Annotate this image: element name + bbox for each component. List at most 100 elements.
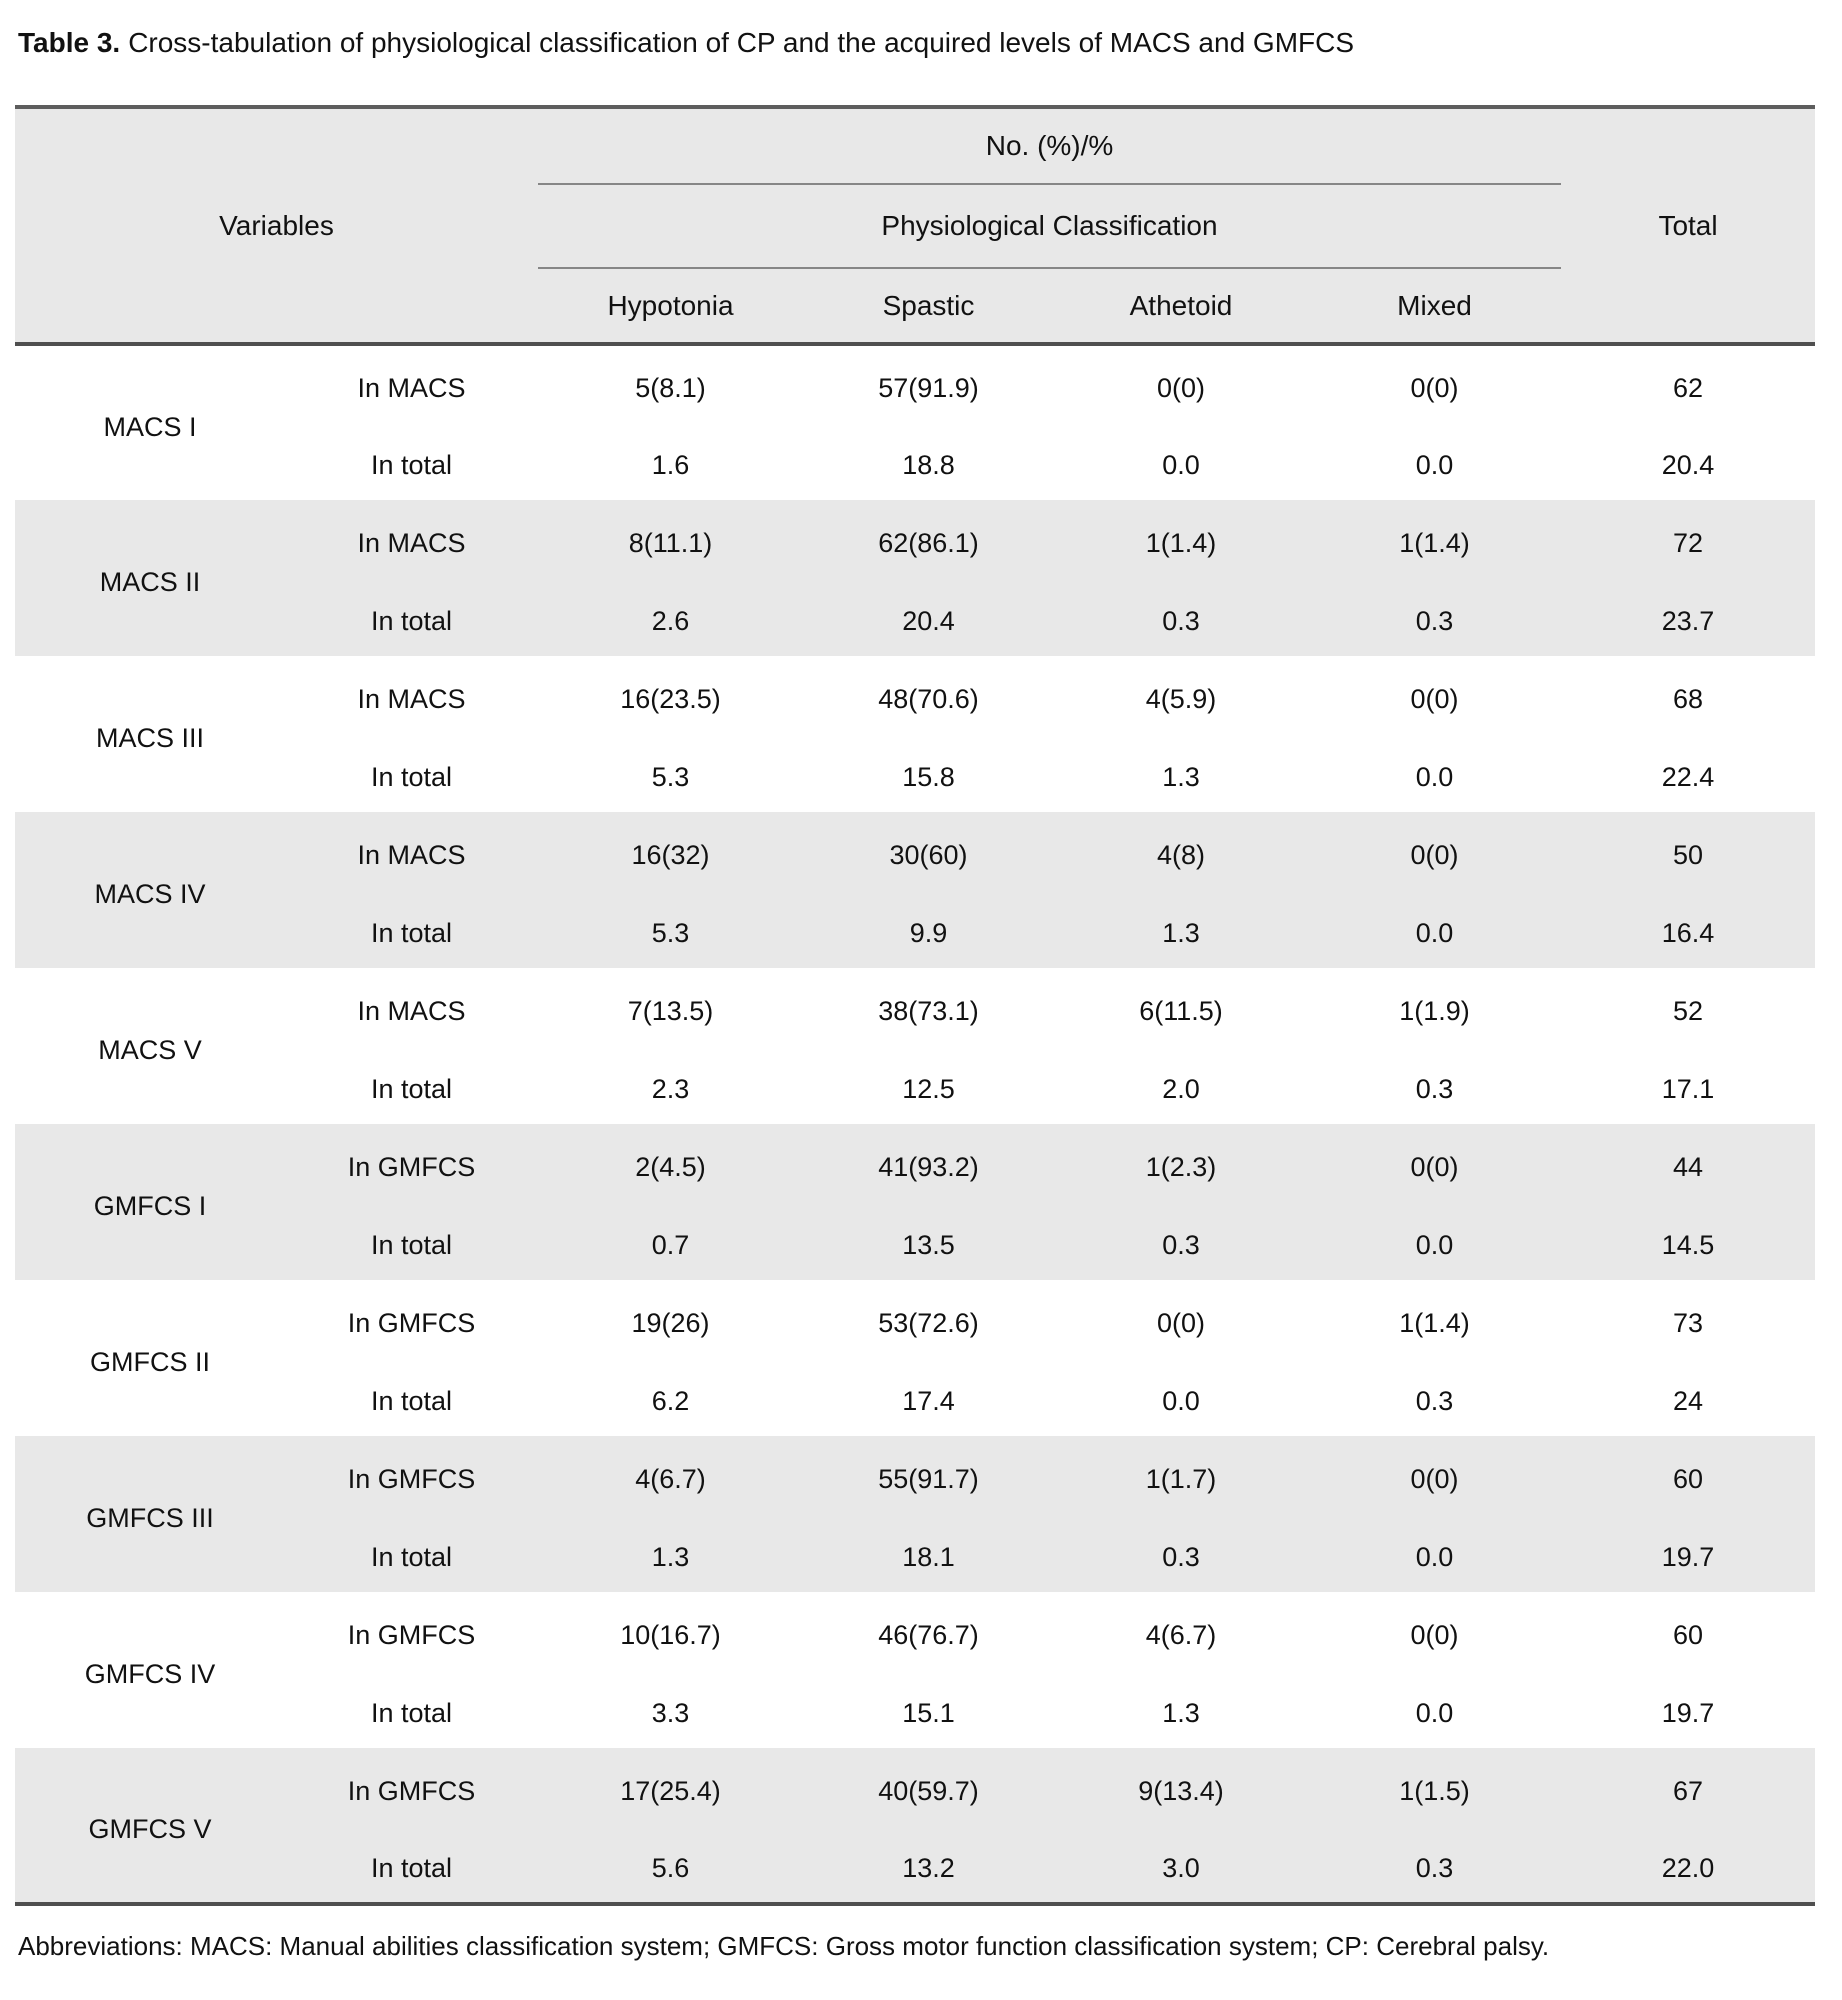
- total-value: 19.7: [1661, 1541, 1715, 1572]
- table-row: In total 1.6 18.8 0.0 0.0 20.4: [15, 422, 1815, 500]
- variable-label: MACS V: [98, 1034, 202, 1065]
- total-value: 20.4: [1661, 449, 1715, 480]
- data-value: 0(0): [1410, 683, 1459, 714]
- header-classification: Physiological Classification: [538, 184, 1562, 269]
- data-value: 9.9: [909, 917, 948, 948]
- total-value: 17.1: [1661, 1073, 1715, 1104]
- data-value: 0.0: [1415, 449, 1454, 480]
- group-macs-i: MACS I In MACS 5(8.1) 57(91.9) 0(0) 0(0) 62 In …: [15, 344, 1816, 500]
- data-value: 46(76.7): [878, 1619, 979, 1650]
- data-value: 1(1.4): [1399, 527, 1470, 558]
- group-gmfcs-iv: GMFCS IV In GMFCS 10(16.7) 46(76.7) 4(6.7) 0(…: [15, 1592, 1816, 1748]
- table-caption-number: Table 3.: [18, 27, 121, 58]
- data-value: 0(0): [1156, 1307, 1205, 1338]
- header-spacer: [15, 268, 538, 346]
- data-value: 0.3: [1415, 1073, 1454, 1104]
- total-value: 60: [1672, 1619, 1704, 1650]
- data-value: 7(13.5): [627, 995, 714, 1026]
- variable-label: MACS II: [99, 566, 201, 597]
- data-value: 0(0): [1410, 372, 1459, 403]
- table-row: In total 5.6 13.2 3.0 0.3 22.0: [15, 1826, 1815, 1904]
- data-value: 0.3: [1162, 1229, 1200, 1260]
- data-value: 18.8: [902, 449, 955, 480]
- table-caption-text: Cross-tabulation of physiological classi…: [128, 27, 1355, 58]
- data-value: 5.3: [651, 761, 690, 792]
- variable-label: GMFCS I: [93, 1190, 207, 1221]
- data-value: 0.0: [1415, 917, 1454, 948]
- table-row: In total 5.3 15.8 1.3 0.0 22.4: [15, 734, 1815, 812]
- table-row: MACS III In MACS 16(23.5) 48(70.6) 4(5.9) 0(0…: [15, 656, 1815, 753]
- total-value: 52: [1672, 995, 1704, 1026]
- data-value: 0(0): [1410, 1151, 1459, 1182]
- data-value: 1.3: [1162, 1697, 1200, 1728]
- table-row: GMFCS III In GMFCS 4(6.7) 55(91.7) 1(1.7) 0(0…: [15, 1436, 1815, 1533]
- data-value: 48(70.6): [878, 683, 979, 714]
- data-value: 0.0: [1415, 1697, 1454, 1728]
- group-macs-iv: MACS IV In MACS 16(32) 30(60) 4(8) 0(0) 50 In t…: [15, 812, 1816, 968]
- data-value: 16(23.5): [620, 683, 721, 714]
- data-value: 4(6.7): [1145, 1619, 1217, 1650]
- row-label: In MACS: [357, 683, 466, 714]
- variable-label: MACS III: [95, 722, 204, 753]
- data-value: 0.0: [1415, 761, 1454, 792]
- row-label: In MACS: [357, 527, 466, 558]
- header-spanner-row: No. (%)/%: [15, 107, 1815, 185]
- data-value: 0(0): [1156, 372, 1205, 403]
- data-value: 53(72.6): [878, 1307, 979, 1338]
- row-label: In GMFCS: [347, 1151, 476, 1182]
- data-value: 62(86.1): [878, 527, 979, 558]
- data-value: 57(91.9): [878, 372, 979, 403]
- data-value: 2.3: [651, 1073, 690, 1104]
- group-macs-v: MACS V In MACS 7(13.5) 38(73.1) 6(11.5) 1(1.9…: [15, 968, 1816, 1124]
- header-columns-row: Hypotonia Spastic Athetoid Mixed: [15, 268, 1816, 346]
- data-value: 5.3: [651, 917, 690, 948]
- table-footnote: Abbreviations: MACS: Manual abilities cl…: [18, 1931, 1550, 1961]
- variable-label: GMFCS II: [90, 1346, 210, 1377]
- data-value: 17.4: [902, 1385, 955, 1416]
- table-caption: Table 3. Cross-tabulation of physiologica…: [18, 26, 1827, 60]
- variable-label: GMFCS V: [88, 1813, 212, 1844]
- table-row: In total 5.3 9.9 1.3 0.0 16.4: [15, 890, 1815, 968]
- data-value: 1(1.4): [1399, 1307, 1470, 1338]
- data-value: 0(0): [1410, 1619, 1459, 1650]
- data-value: 10(16.7): [620, 1619, 721, 1650]
- data-value: 8(11.1): [628, 527, 713, 558]
- data-value: 0.0: [1415, 1541, 1454, 1572]
- total-value: 22.0: [1661, 1852, 1715, 1883]
- data-value: 2.6: [651, 605, 690, 636]
- total-value: 22.4: [1661, 761, 1715, 792]
- data-value: 30(60): [889, 839, 968, 870]
- data-value: 0.0: [1162, 449, 1200, 480]
- data-value: 9(13.4): [1138, 1775, 1224, 1806]
- data-value: 0.7: [651, 1229, 690, 1260]
- data-value: 4(8): [1156, 839, 1205, 870]
- total-value: 50: [1672, 839, 1704, 870]
- data-value: 1.3: [651, 1541, 690, 1572]
- table-row: In total 1.3 18.1 0.3 0.0 19.7: [15, 1514, 1815, 1592]
- header-col-hypotonia: Hypotonia: [538, 268, 803, 346]
- data-value: 1(1.4): [1145, 527, 1217, 558]
- variable-label: GMFCS III: [86, 1502, 214, 1533]
- data-value: 5(8.1): [635, 372, 706, 403]
- data-value: 2.0: [1162, 1073, 1200, 1104]
- data-value: 1.3: [1162, 917, 1200, 948]
- data-value: 6(11.5): [1139, 995, 1223, 1026]
- group-gmfcs-iii: GMFCS III In GMFCS 4(6.7) 55(91.7) 1(1.7) 0(0…: [15, 1436, 1816, 1592]
- total-value: 72: [1672, 527, 1704, 558]
- data-value: 1(1.9): [1399, 995, 1470, 1026]
- total-value: 68: [1672, 683, 1704, 714]
- variable-label: GMFCS IV: [84, 1658, 216, 1689]
- data-value: 13.5: [902, 1229, 955, 1260]
- data-value: 16(32): [631, 839, 710, 870]
- row-label: In total: [370, 1385, 453, 1416]
- table-row: In total 3.3 15.1 1.3 0.0 19.7: [15, 1670, 1815, 1748]
- data-value: 1(1.5): [1399, 1775, 1470, 1806]
- row-label: In MACS: [357, 995, 466, 1026]
- row-label: In GMFCS: [347, 1463, 476, 1494]
- row-label: In GMFCS: [347, 1307, 476, 1338]
- header-spacer: [1561, 268, 1816, 346]
- total-value: 19.7: [1661, 1697, 1715, 1728]
- data-value: 0(0): [1410, 839, 1459, 870]
- data-value: 1(1.7): [1145, 1463, 1217, 1494]
- data-value: 6.2: [651, 1385, 690, 1416]
